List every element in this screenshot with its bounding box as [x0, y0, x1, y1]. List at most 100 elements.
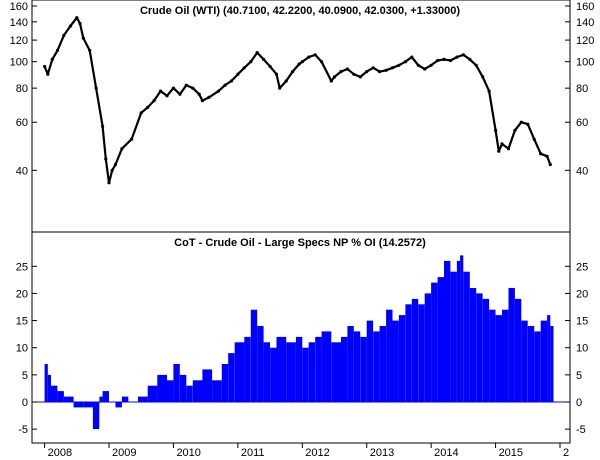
cot-bar [257, 326, 264, 402]
cot-bar [99, 396, 103, 402]
cot-y-tick-label-right: 5 [576, 370, 582, 382]
cot-y-tick-label-right: -5 [576, 424, 586, 436]
cot-y-tick-label-right: 0 [576, 397, 582, 409]
cot-bar [353, 331, 361, 402]
cot-bar [308, 342, 316, 402]
cot-bar [202, 369, 213, 402]
price-y-tick-label-right: 80 [576, 83, 588, 95]
x-tick-label: 2015 [499, 447, 523, 459]
x-tick-label: 2010 [176, 447, 200, 459]
cot-bar [463, 271, 470, 402]
cot-y-tick-label-left: 15 [16, 316, 28, 328]
price-y-tick-label-right: 40 [576, 165, 588, 177]
cot-y-tick-label-left: 10 [16, 343, 28, 355]
cot-bar [398, 315, 406, 402]
cot-bar [286, 342, 296, 402]
cot-y-axis: -5 -5 0 0 5 5 10 10 15 15 20 20 25 25 [16, 261, 589, 436]
cot-bar [424, 293, 432, 402]
cot-bar [73, 402, 84, 408]
cot-bar [83, 402, 93, 408]
cot-bar [221, 364, 229, 402]
cot-bar [360, 336, 367, 402]
cot-bar [173, 364, 180, 402]
cot-bar [489, 309, 496, 402]
price-panel-frame [31, 0, 571, 233]
cot-bar [341, 336, 348, 402]
x-tick-label: 2014 [434, 447, 458, 459]
cot-bar [47, 374, 51, 402]
cot-bar [234, 342, 245, 402]
cot-bar [138, 396, 148, 402]
cot-bar [315, 336, 322, 402]
x-tick-label: 2008 [48, 447, 72, 459]
cot-bar [212, 380, 222, 402]
cot-bar [460, 255, 464, 402]
cot-bar [405, 304, 412, 402]
cot-bar [44, 364, 48, 402]
cot-bar [57, 391, 64, 402]
cot-bar [244, 336, 251, 402]
price-y-tick-label-left: 80 [16, 83, 28, 95]
price-line [43, 16, 552, 184]
cot-bar [115, 402, 122, 408]
cot-bar [92, 402, 100, 430]
cot-bar [514, 298, 522, 402]
x-axis: 2008 2009 2010 2011 2012 2013 2014 2015 2 [44, 443, 569, 459]
cot-bar [540, 320, 548, 402]
cot-bar [392, 320, 399, 402]
price-y-tick-label-right: 60 [576, 117, 588, 129]
cot-bar [469, 288, 477, 402]
cot-bar [527, 326, 535, 402]
cot-bar [495, 315, 502, 402]
cot-bar [228, 353, 235, 402]
cot-bar [321, 331, 332, 402]
cot-bar [302, 347, 309, 402]
price-y-tick-label-right: 120 [576, 35, 594, 47]
cot-y-tick-label-right: 15 [576, 316, 588, 328]
cot-bar [411, 298, 419, 402]
cot-y-tick-label-left: 5 [22, 370, 28, 382]
price-chart-title: Crude Oil (WTI) (40.7100, 42.2200, 40.09… [140, 5, 460, 17]
cot-bar [450, 271, 457, 402]
cot-bar [547, 315, 551, 402]
cot-bar [444, 260, 451, 402]
price-y-tick-label-left: 40 [16, 165, 28, 177]
cot-bar [263, 342, 270, 402]
cot-bar [431, 282, 438, 402]
cot-bar [521, 320, 528, 402]
cot-bar [418, 304, 425, 402]
cot-bar [534, 331, 541, 402]
cot-bar [456, 260, 461, 402]
x-tick-label: 2013 [370, 447, 394, 459]
price-y-tick-label-right: 160 [576, 1, 594, 13]
cot-bar [192, 380, 203, 402]
price-y-tick-label-left: 140 [10, 17, 28, 29]
cot-bar [102, 391, 109, 402]
cot-bar [366, 320, 374, 402]
cot-bar [373, 331, 380, 402]
cot-bar [270, 347, 277, 402]
price-y-axis: 40 40 60 60 80 80 100 100 120 120 140 140 160 160 [10, 1, 595, 177]
cot-bar [147, 385, 158, 402]
cot-bar [482, 298, 490, 402]
x-tick-label: 2 [563, 447, 569, 459]
cot-bar [121, 396, 129, 402]
cot-bar [295, 336, 303, 402]
cot-bar [157, 374, 167, 402]
cot-y-tick-label-right: 20 [576, 288, 588, 300]
cot-bar [386, 309, 393, 402]
cot-bar [502, 309, 509, 402]
price-y-tick-label-left: 120 [10, 35, 28, 47]
cot-series [44, 255, 554, 430]
cot-bar [51, 385, 58, 402]
cot-bar [250, 309, 258, 402]
cot-bar [331, 342, 341, 402]
cot-bar [276, 336, 287, 402]
price-y-tick-label-left: 160 [10, 1, 28, 13]
cot-y-tick-label-left: 0 [22, 397, 28, 409]
price-y-tick-label-right: 100 [576, 57, 594, 69]
cot-y-tick-label-right: 25 [576, 261, 588, 273]
price-y-tick-label-right: 140 [576, 17, 594, 29]
cot-bar [186, 385, 193, 402]
